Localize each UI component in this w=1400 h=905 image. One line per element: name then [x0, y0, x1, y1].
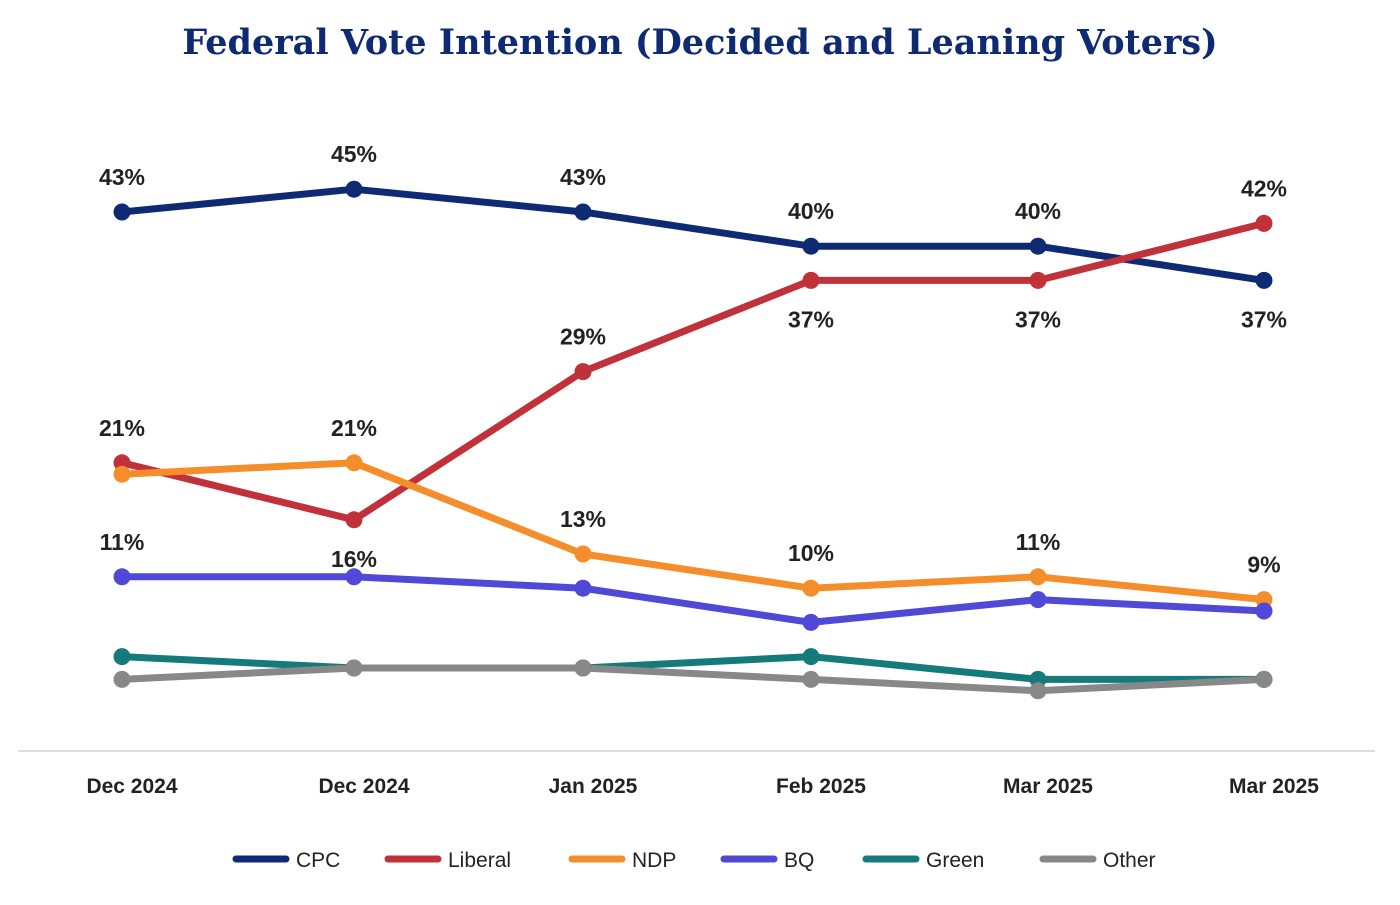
data-point-bq — [345, 568, 363, 586]
series-line-ndp — [118, 459, 1268, 604]
legend-label-cpc: CPC — [296, 849, 340, 872]
data-label-cpc: 37% — [1241, 306, 1287, 332]
data-point-liberal — [1029, 271, 1047, 289]
data-label-liberal: 16% — [331, 546, 377, 572]
data-label-ndp: 21% — [331, 415, 377, 441]
legend-label-other: Other — [1103, 849, 1156, 872]
series-line-green — [118, 653, 1268, 683]
legend-label-green: Green — [926, 849, 984, 872]
legend-label-bq: BQ — [784, 849, 814, 872]
data-point-other — [345, 659, 363, 677]
data-point-cpc — [1029, 237, 1047, 255]
data-point-liberal — [345, 511, 363, 529]
x-tick-label: Mar 2025 — [1003, 775, 1093, 798]
data-label-ndp: 13% — [560, 506, 606, 532]
data-label-ndp: 11% — [1016, 529, 1061, 555]
data-label-liberal: 37% — [788, 306, 834, 332]
data-point-bq — [802, 613, 820, 631]
data-point-ndp — [574, 545, 592, 563]
data-point-ndp — [802, 579, 820, 597]
data-point-bq — [574, 579, 592, 597]
x-tick-label: Mar 2025 — [1229, 775, 1319, 798]
x-tick-label: Feb 2025 — [776, 775, 866, 798]
data-point-other — [1029, 682, 1047, 700]
data-label-liberal: 37% — [1015, 306, 1061, 332]
data-point-liberal — [574, 363, 592, 381]
data-point-ndp — [113, 465, 131, 483]
series-line-bq — [118, 573, 1268, 626]
data-label-cpc: 45% — [331, 141, 377, 167]
data-point-cpc — [1255, 271, 1273, 289]
x-tick-label: Dec 2024 — [86, 775, 177, 798]
data-point-green — [802, 648, 820, 666]
data-point-other — [1255, 670, 1273, 688]
data-label-ndp: 9% — [1247, 552, 1280, 578]
series-line-other — [118, 664, 1268, 695]
data-label-liberal: 42% — [1241, 175, 1287, 201]
data-point-liberal — [802, 271, 820, 289]
data-label-cpc: 43% — [99, 164, 145, 190]
x-tick-label: Dec 2024 — [318, 775, 409, 798]
series-line-cpc — [118, 185, 1268, 284]
data-point-cpc — [574, 203, 592, 221]
data-point-other — [574, 659, 592, 677]
data-point-bq — [1255, 602, 1273, 620]
data-point-green — [113, 648, 131, 666]
data-point-ndp — [1029, 568, 1047, 586]
data-label-liberal: 21% — [99, 415, 145, 441]
data-point-cpc — [113, 203, 131, 221]
data-label-liberal: 29% — [560, 324, 606, 350]
legend-label-liberal: Liberal — [448, 849, 511, 872]
data-point-other — [802, 670, 820, 688]
data-point-bq — [1029, 591, 1047, 609]
data-point-liberal — [1255, 214, 1273, 232]
x-tick-label: Jan 2025 — [549, 775, 638, 798]
data-label-cpc: 40% — [788, 198, 834, 224]
data-point-other — [113, 670, 131, 688]
data-point-bq — [113, 568, 131, 586]
data-label-cpc: 43% — [560, 164, 606, 190]
data-label-bq: 11% — [100, 529, 145, 555]
series-line-liberal — [118, 219, 1268, 524]
data-point-cpc — [802, 237, 820, 255]
legend-label-ndp: NDP — [632, 849, 676, 872]
data-label-cpc: 40% — [1015, 198, 1061, 224]
data-point-cpc — [345, 180, 363, 198]
chart-title: Federal Vote Intention (Decided and Lean… — [182, 22, 1218, 63]
data-label-ndp: 10% — [788, 540, 834, 566]
data-point-ndp — [345, 454, 363, 472]
